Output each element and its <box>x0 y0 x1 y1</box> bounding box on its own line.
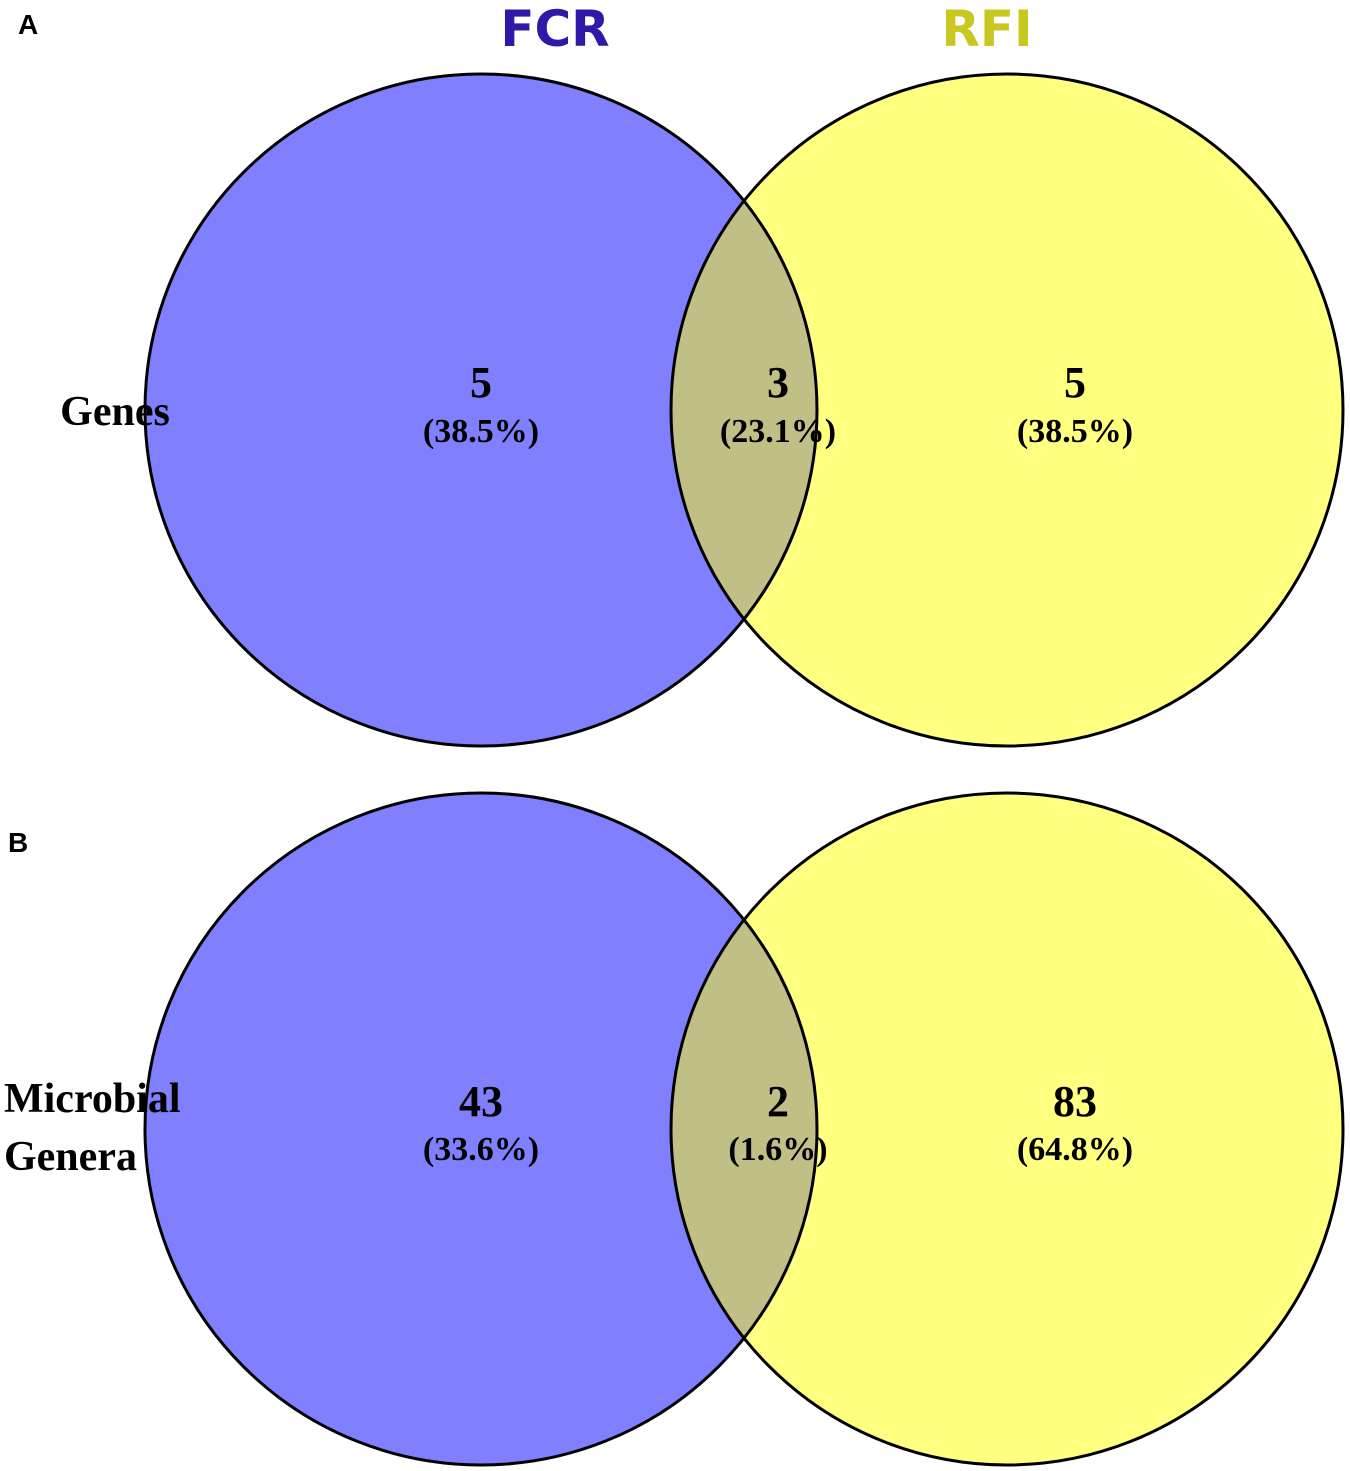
panel-b-rfi-only-count: 83 <box>1053 1077 1097 1126</box>
rfi-set-title: RFI <box>941 0 1032 58</box>
panel-b-rfi-only-percent: (64.8%) <box>1017 1131 1133 1168</box>
panel-a-fcr-only-percent: (38.5%) <box>423 413 539 450</box>
panel-a-rfi-only-count: 5 <box>1064 358 1086 407</box>
panel-b-fcr-outline <box>143 791 819 1467</box>
panel-b-rfi-outline <box>669 791 1345 1467</box>
panel-a-fcr-outline <box>143 72 819 748</box>
panel-b-fcr-circle <box>145 793 817 1465</box>
panel-b-fcr-only-count: 43 <box>459 1077 503 1126</box>
panel-a-row-label: Genes <box>60 389 170 435</box>
panel-b-letter: B <box>8 827 28 858</box>
fcr-set-title: FCR <box>500 0 609 58</box>
panel-a-overlap-percent: (23.1%) <box>720 413 836 450</box>
panel-b-rfi-circle <box>671 793 1343 1465</box>
panel-b-overlap-percent: (1.6%) <box>728 1131 827 1168</box>
panel-a-overlap-count: 3 <box>767 358 789 407</box>
panel-a-rfi-circle <box>671 74 1343 746</box>
panel-b-overlap-count: 2 <box>767 1077 789 1126</box>
panel-a-letter: A <box>18 9 38 40</box>
panel-b-row-label-line1: Microbial <box>4 1076 181 1122</box>
panel-a-fcr-circle <box>145 74 817 746</box>
panel-b-row-label-line2: Genera <box>4 1134 137 1180</box>
panel-b: B Microbial Genera 43 (33.6%) 2 (1.6%) 8… <box>4 791 1345 1467</box>
panel-a-fcr-only-count: 5 <box>470 358 492 407</box>
panel-b-fcr-only-percent: (33.6%) <box>423 1131 539 1168</box>
panel-a: A Genes 5 (38.5%) 3 (23.1%) 5 (38.5%) <box>18 9 1345 748</box>
panel-a-rfi-only-percent: (38.5%) <box>1017 413 1133 450</box>
panel-a-rfi-outline <box>669 72 1345 748</box>
